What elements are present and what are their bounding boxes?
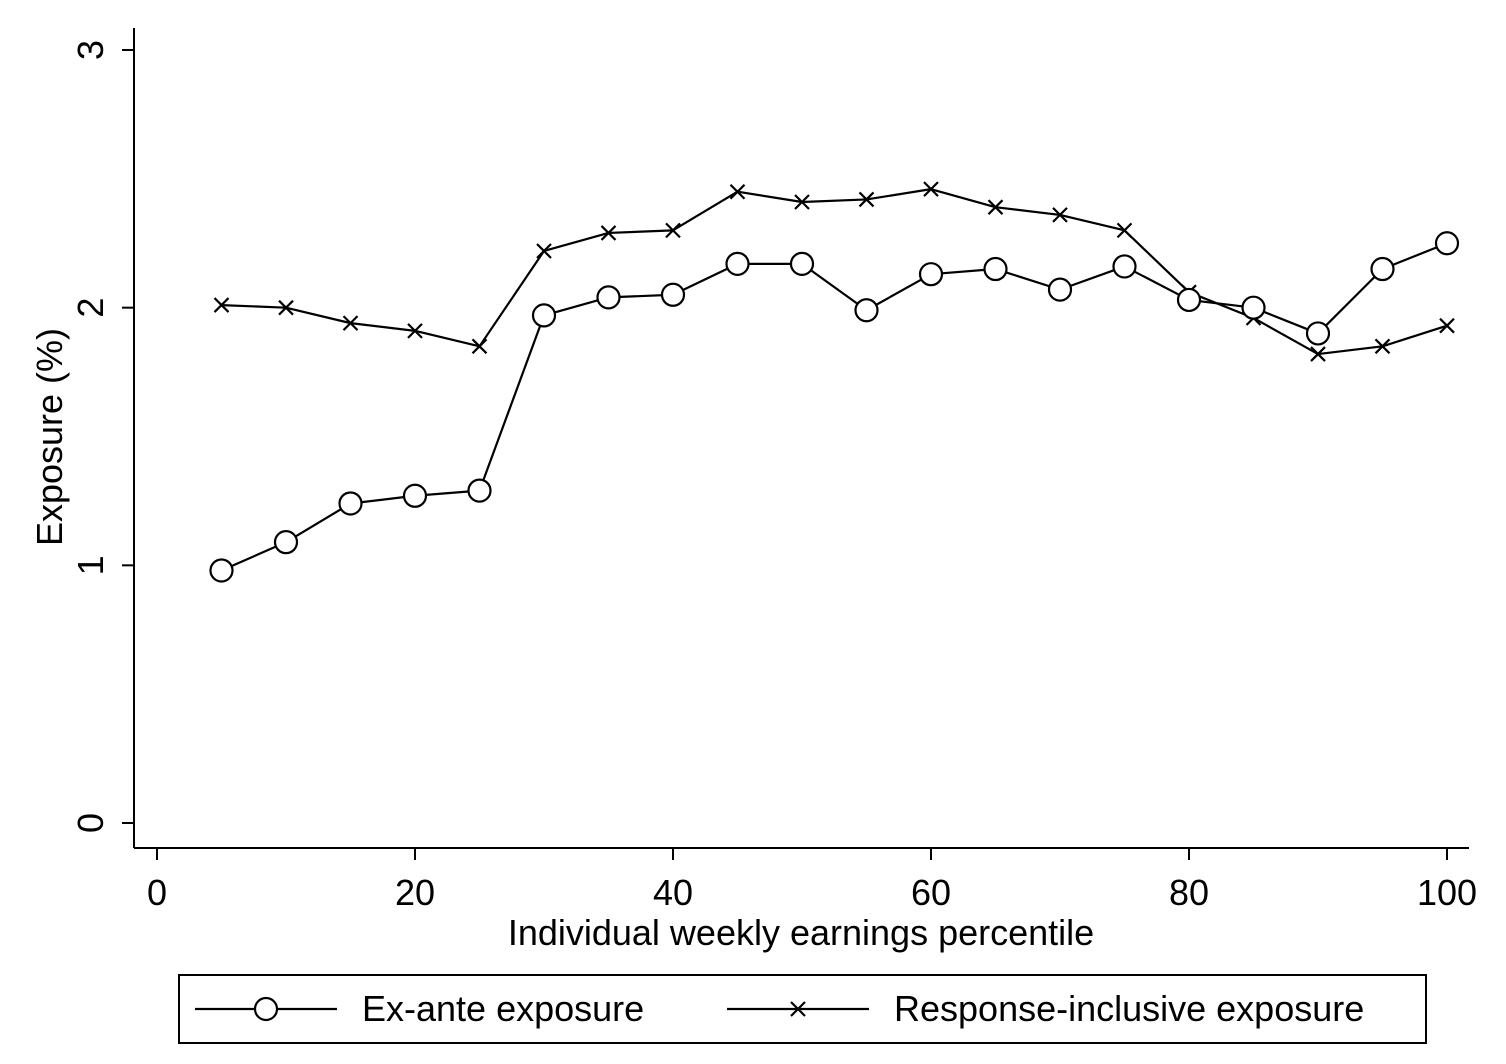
data-point: [1310, 346, 1326, 362]
data-point: [338, 491, 363, 516]
data-point: [273, 530, 299, 555]
legend-label: Ex-ante exposure: [362, 988, 644, 1029]
data-point: [729, 183, 746, 200]
data-point: [987, 199, 1004, 215]
data-point: [794, 194, 810, 210]
x-marker-stroke: [665, 222, 681, 239]
y-tick-label: 3: [70, 40, 111, 60]
data-point: [596, 285, 621, 310]
data-point: [725, 251, 750, 276]
x-axis-title: Individual weekly earnings percentile: [508, 912, 1094, 953]
data-point: [1439, 317, 1455, 334]
x-tick-label: 40: [653, 872, 693, 913]
x-tick-label: 100: [1417, 872, 1477, 913]
x-tick-label: 0: [147, 872, 167, 913]
data-point: [600, 225, 617, 241]
y-tick-label: 0: [70, 813, 111, 833]
x-marker-stroke: [858, 191, 875, 208]
data-point: [402, 483, 428, 508]
data-point: [660, 282, 686, 307]
x-marker-stroke: [407, 323, 423, 339]
x-marker-stroke: [987, 199, 1004, 215]
x-tick-label: 80: [1169, 872, 1209, 913]
data-point: [1052, 207, 1068, 223]
x-marker-stroke: [1374, 338, 1391, 355]
x-marker-stroke: [600, 225, 617, 241]
series-line-response-inclusive: [221, 188, 1448, 356]
x-tick-label: 60: [911, 872, 951, 913]
data-point: [531, 303, 557, 328]
y-tick-label: 2: [70, 298, 111, 318]
data-point: [1112, 254, 1137, 279]
legend-label: Response-inclusive exposure: [894, 988, 1364, 1029]
data-point: [789, 251, 815, 276]
x-marker-stroke: [342, 315, 359, 331]
data-point: [983, 256, 1008, 282]
data-point: [467, 478, 492, 503]
x-marker-stroke: [794, 194, 810, 210]
series-points-ex-ante: [209, 231, 1460, 583]
data-point: [918, 262, 944, 287]
legend-item: Ex-ante exposure: [195, 988, 644, 1029]
data-point: [1370, 256, 1395, 282]
data-point: [1116, 222, 1133, 239]
x-tick-label: 20: [395, 872, 435, 913]
x-marker-stroke: [1052, 207, 1068, 223]
data-point: [854, 298, 879, 323]
data-point: [1374, 338, 1391, 355]
x-marker-stroke: [1310, 346, 1326, 362]
data-point: [1047, 277, 1073, 302]
y-axis-title: Exposure (%): [29, 328, 70, 546]
data-point: [923, 181, 939, 197]
data-point: [536, 243, 552, 259]
legend-marker: [253, 996, 279, 1022]
data-point: [1434, 231, 1460, 256]
x-marker-stroke: [213, 297, 230, 313]
data-point: [278, 299, 294, 316]
x-marker-stroke: [1116, 222, 1133, 239]
data-point: [342, 315, 359, 331]
legend-marker: [790, 1001, 806, 1017]
x-marker-stroke: [536, 243, 552, 259]
data-point: [665, 222, 681, 239]
x-marker-stroke: [790, 1001, 806, 1017]
legend: Ex-ante exposure Response-inclusive expos…: [178, 974, 1427, 1044]
y-axis: 0 1 2 3: [70, 40, 134, 833]
data-point: [213, 297, 230, 313]
x-marker-stroke: [471, 338, 488, 355]
x-marker-stroke: [923, 181, 939, 197]
x-marker-stroke: [729, 183, 746, 200]
x-axis: 0 20 40 60 80 100: [147, 848, 1477, 913]
data-point: [858, 191, 875, 208]
data-point: [1305, 321, 1331, 346]
series-layer: [209, 181, 1460, 583]
series-line-ex-ante: [221, 242, 1448, 572]
y-tick-label: 1: [70, 555, 111, 575]
data-point: [1241, 295, 1266, 320]
legend-item: Response-inclusive exposure: [727, 988, 1364, 1029]
data-point: [471, 338, 488, 355]
data-point: [407, 323, 423, 339]
x-marker-stroke: [278, 299, 294, 316]
series-points-response-inclusive: [213, 181, 1455, 362]
plot-frame: [133, 28, 1469, 849]
data-point: [1176, 287, 1202, 313]
data-point: [209, 558, 234, 583]
x-marker-stroke: [1439, 317, 1455, 334]
